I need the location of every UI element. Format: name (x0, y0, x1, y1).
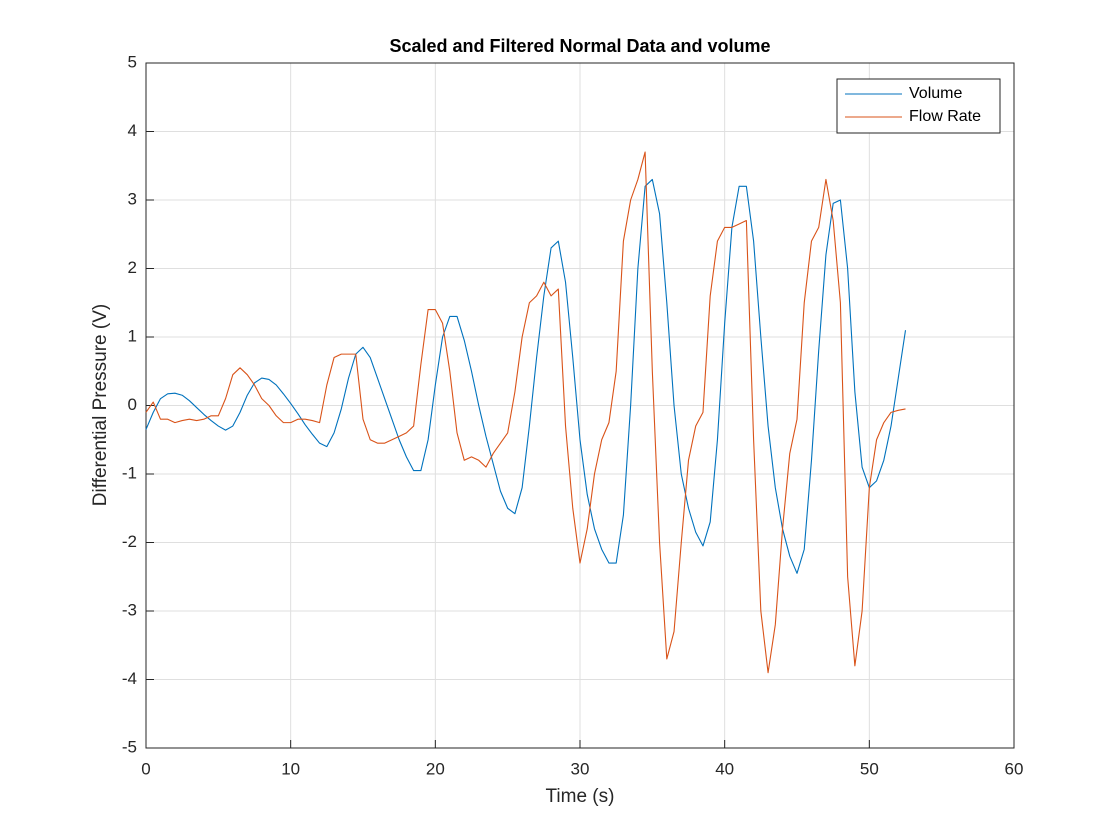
y-tick-label: 3 (128, 189, 137, 208)
y-axis-label: Differential Pressure (V) (90, 304, 111, 506)
y-tick-label: -3 (122, 600, 137, 619)
legend-box (836, 78, 1001, 134)
y-tick-label: -1 (122, 463, 137, 482)
x-tick-label: 40 (715, 759, 734, 778)
legend-label: Volume (909, 85, 962, 102)
data-line (145, 178, 907, 574)
y-tick-label: 0 (128, 395, 137, 414)
y-tick-label: -4 (122, 669, 137, 688)
y-tick-label: 5 (128, 52, 137, 71)
y-tick-label: 1 (128, 326, 137, 345)
y-tick-label: -5 (122, 737, 137, 756)
x-tick-label: 20 (426, 759, 445, 778)
data-line (145, 151, 906, 674)
axes-box (145, 62, 1015, 749)
y-tick-label: 2 (128, 258, 137, 277)
x-tick-label: 30 (571, 759, 590, 778)
y-tick-label: -2 (122, 532, 137, 551)
x-tick-label: 10 (281, 759, 300, 778)
x-tick-label: 0 (141, 759, 150, 778)
x-tick-label: 50 (860, 759, 879, 778)
x-tick-label: 60 (1005, 759, 1024, 778)
x-axis-label: Time (s) (546, 786, 615, 807)
legend-label: Flow Rate (909, 108, 981, 125)
chart-title: Scaled and Filtered Normal Data and volu… (389, 36, 770, 56)
y-tick-label: 4 (128, 121, 137, 140)
